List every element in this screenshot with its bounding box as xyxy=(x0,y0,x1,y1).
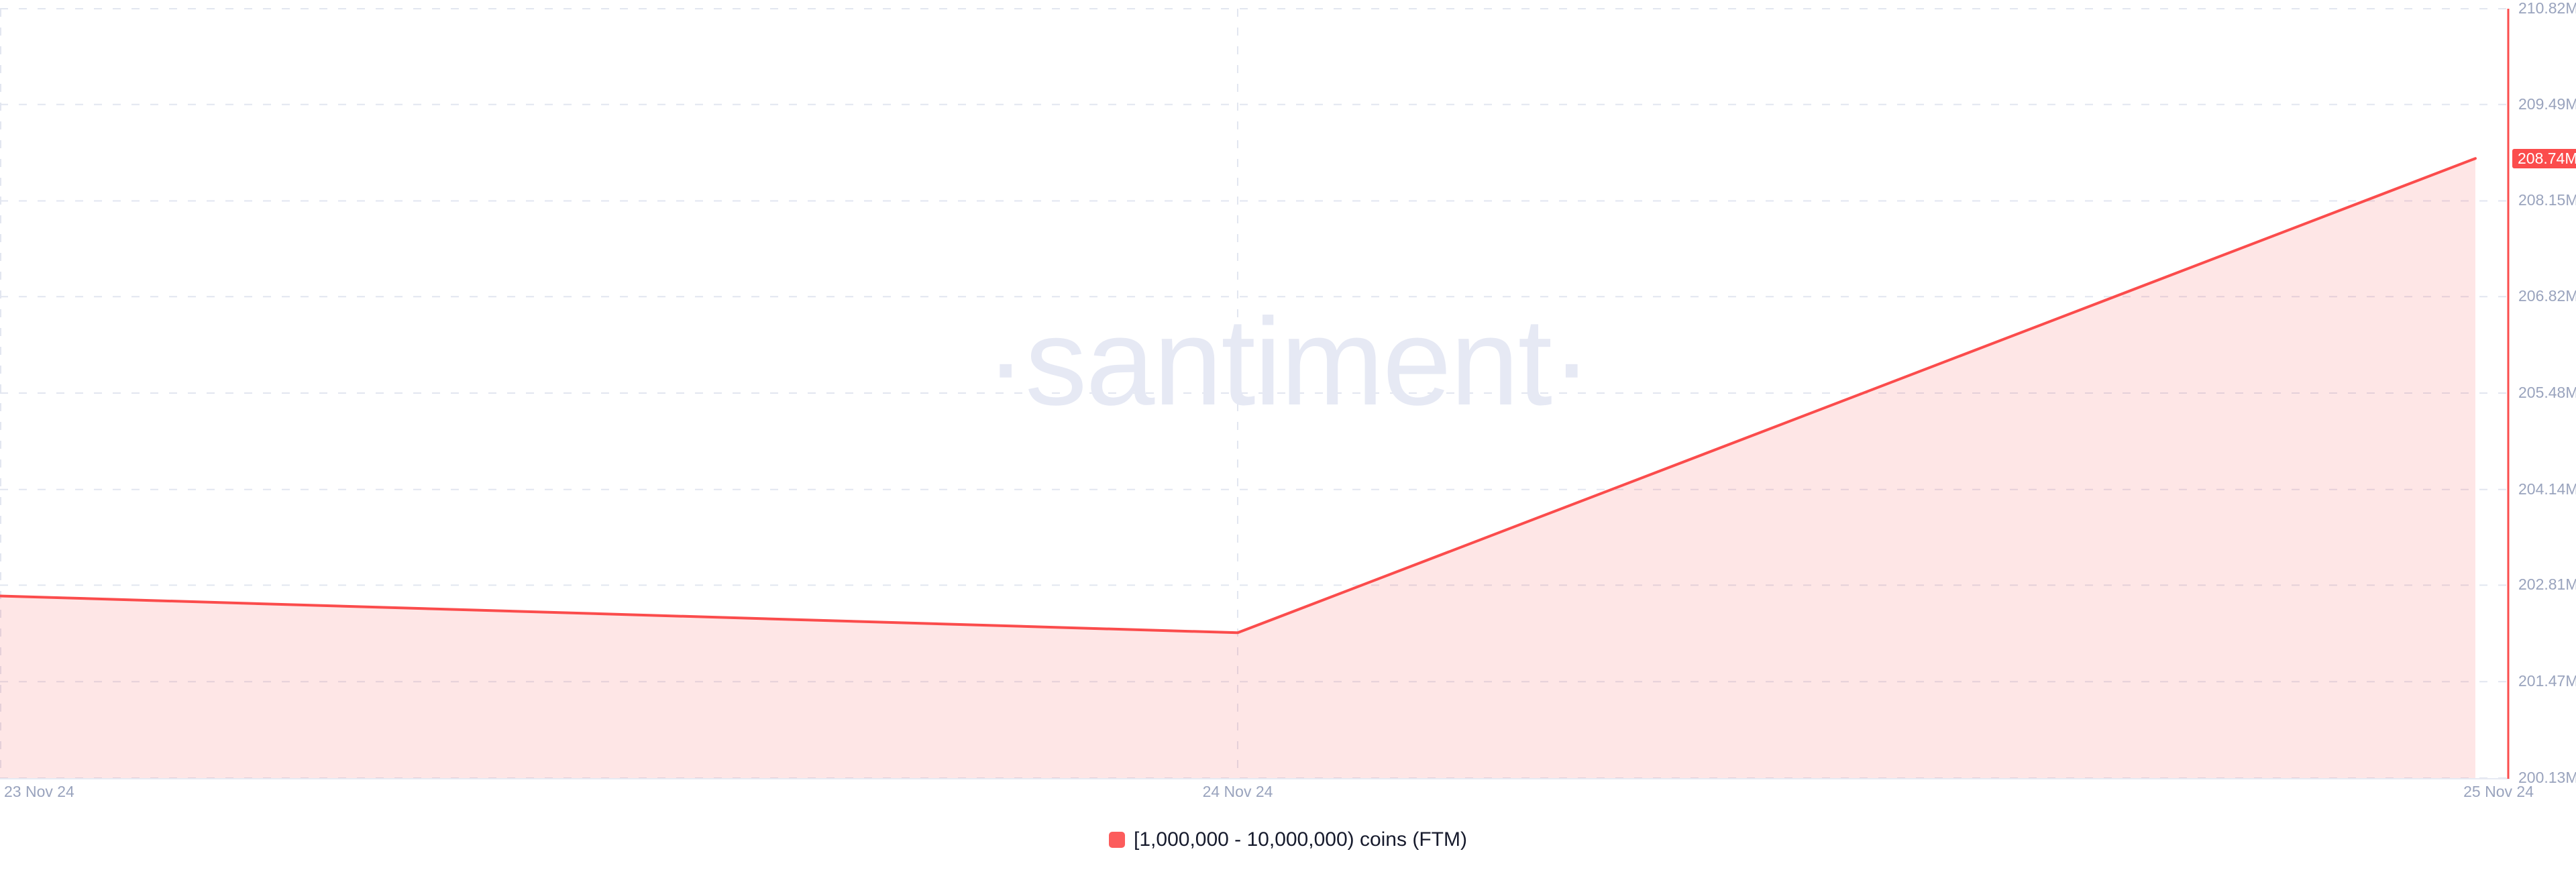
y-axis-tick-label: 209.49M xyxy=(2518,95,2576,113)
x-axis-tick-label: 25 Nov 24 xyxy=(2463,783,2534,800)
legend: [1,000,000 - 10,000,000) coins (FTM) xyxy=(0,828,2576,852)
y-axis-tick-label: 200.13M xyxy=(2518,769,2576,786)
x-axis-tick-label: 24 Nov 24 xyxy=(1202,783,1273,800)
y-axis-tick-label: 205.48M xyxy=(2518,383,2576,401)
series-line xyxy=(0,157,2477,635)
series-area xyxy=(0,158,2475,778)
y-axis-tick-label: 208.15M xyxy=(2518,191,2576,209)
y-axis-tick-label: 201.47M xyxy=(2518,672,2576,690)
y-axis-tick-label: 202.81M xyxy=(2518,576,2576,594)
legend-item-ftm-supply[interactable]: [1,000,000 - 10,000,000) coins (FTM) xyxy=(1109,828,1467,852)
legend-swatch-icon xyxy=(1109,832,1126,848)
current-value-badge: 208.74M xyxy=(2512,149,2576,169)
x-axis-tick-label: 23 Nov 24 xyxy=(4,783,74,800)
y-axis-tick-label: 206.82M xyxy=(2518,287,2576,305)
y-axis-tick-label: 210.82M xyxy=(2518,0,2576,17)
legend-label: [1,000,000 - 10,000,000) coins (FTM) xyxy=(1134,828,1467,851)
y-axis-tick-label: 204.14M xyxy=(2518,480,2576,498)
